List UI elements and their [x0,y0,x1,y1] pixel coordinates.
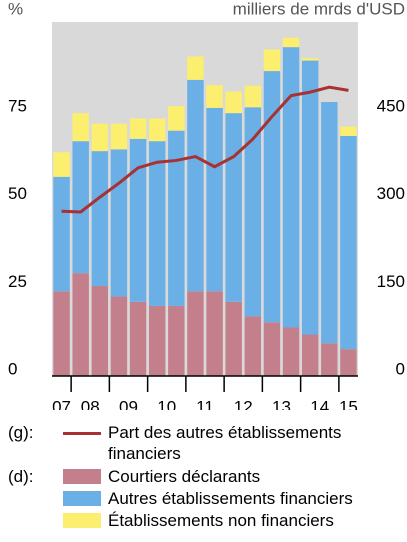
legend-label: Courtiers déclarants [108,467,261,486]
bar [301,60,319,335]
bar [53,176,70,292]
bar [340,135,357,350]
legend-label: Part des autres établissements financier… [108,423,342,463]
x-tick-label: 07 [52,397,71,410]
bar [244,107,262,317]
bar [187,79,204,292]
bar [168,305,185,376]
bar [263,322,281,376]
y-label: % [8,0,23,18]
x-tick-label: 09 [119,397,138,410]
y-tick-label: 50 [8,184,27,203]
bar [206,85,223,108]
x-tick-label: 10 [157,397,176,410]
bar [321,343,338,376]
legend-swatch [63,491,101,506]
x-tick-label: 11 [196,397,214,410]
bar [187,291,204,376]
bar [321,102,338,344]
y2-tick-label: 450 [377,97,405,116]
y2-label: milliers de mrds d'USD [233,0,405,18]
x-tick-label: 13 [272,397,291,410]
bar [72,141,89,274]
bar [282,37,300,48]
bar [129,138,147,302]
legend-swatch [63,432,101,435]
bar [263,49,281,72]
bar [301,334,319,376]
bar [282,47,300,328]
bar [72,113,89,142]
y2-tick-label: 150 [377,272,405,291]
bar [187,56,204,80]
chart: % milliers de mrds d'USD 0 25 50 75 0 150 300 4… [8,0,405,410]
bar [225,301,242,376]
bar [168,130,185,306]
bar [91,151,109,287]
bar [72,273,89,376]
bar [282,327,300,376]
bar [91,123,109,152]
bar [244,85,262,108]
legend-label: Établissements non financiers [108,511,334,530]
y-tick-label: 25 [8,272,27,291]
bar [340,126,357,136]
y2-tick-label: 300 [377,184,405,203]
bar [129,118,147,139]
legend-note: (g): [8,423,34,442]
x-tick-label: 14 [310,397,329,410]
bar [206,107,223,292]
y2-tick-label: 0 [396,359,405,378]
bar [91,286,109,376]
bar [263,71,281,323]
x-tick-label: 15 [339,397,358,410]
y-tick-label: 0 [8,359,17,378]
line [61,85,349,214]
bar [148,305,166,376]
bar [244,316,262,376]
bar [301,58,319,61]
x-tick-label: 12 [234,397,253,410]
bar [148,118,166,142]
x-tick-label: 08 [81,397,100,410]
bar [168,106,185,131]
legend-swatch [63,469,101,484]
bar [110,123,128,150]
bar [110,149,128,297]
bar [206,291,223,376]
bar [110,296,128,376]
bar [225,91,242,114]
bar [225,113,242,302]
legend-label: Autres établissements financiers [108,489,353,508]
bar [148,141,166,306]
y-tick-label: 75 [8,97,27,116]
bar [129,301,147,376]
legend-swatch [63,513,101,528]
bar [340,349,357,376]
legend-note: (d): [8,467,34,486]
bar [53,152,70,177]
bar [53,291,70,376]
